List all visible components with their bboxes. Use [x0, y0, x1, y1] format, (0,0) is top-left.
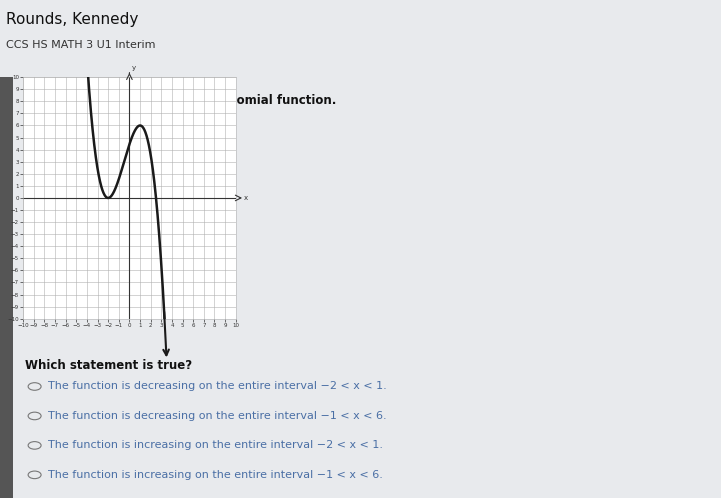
Text: Consider the graph of the polynomial function.: Consider the graph of the polynomial fun…: [25, 94, 337, 107]
Text: The function is increasing on the entire interval −2 < x < 1.: The function is increasing on the entire…: [48, 440, 383, 450]
Text: The function is increasing on the entire interval −1 < x < 6.: The function is increasing on the entire…: [48, 470, 382, 480]
Text: The function is decreasing on the entire interval −1 < x < 6.: The function is decreasing on the entire…: [48, 411, 386, 421]
Text: x: x: [244, 195, 249, 201]
Text: y: y: [131, 65, 136, 71]
Text: The function is decreasing on the entire interval −2 < x < 1.: The function is decreasing on the entire…: [48, 381, 386, 391]
Bar: [0, 77, 13, 498]
Text: CCS HS MATH 3 U1 Interim: CCS HS MATH 3 U1 Interim: [6, 40, 155, 50]
Text: Which statement is true?: Which statement is true?: [25, 359, 193, 372]
Text: Rounds, Kennedy: Rounds, Kennedy: [6, 11, 138, 27]
